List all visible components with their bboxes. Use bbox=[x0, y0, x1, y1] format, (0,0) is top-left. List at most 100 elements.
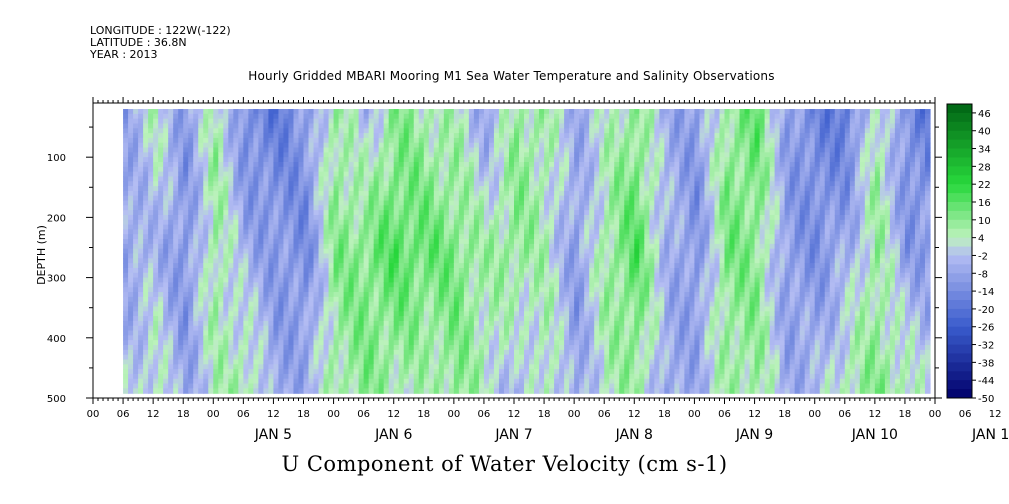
heatmap-cell bbox=[363, 316, 370, 322]
heatmap-cell bbox=[288, 340, 295, 346]
heatmap-cell bbox=[148, 258, 154, 264]
heatmap-cell bbox=[283, 239, 290, 245]
heatmap-cell bbox=[148, 118, 154, 125]
heatmap-cell bbox=[143, 345, 149, 351]
heatmap-cell bbox=[433, 137, 440, 144]
heatmap-cell bbox=[358, 287, 365, 293]
heatmap-cell bbox=[208, 253, 214, 259]
heatmap-cell bbox=[183, 258, 189, 264]
heatmap-cell bbox=[388, 378, 395, 385]
heatmap-cell bbox=[168, 325, 174, 332]
heatmap-cell bbox=[483, 214, 490, 221]
heatmap-cell bbox=[163, 359, 169, 365]
heatmap-cell bbox=[228, 364, 234, 370]
heatmap-cell bbox=[478, 243, 485, 250]
heatmap-cell bbox=[534, 243, 540, 250]
heatmap-cell bbox=[138, 258, 144, 264]
heatmap-cell bbox=[298, 195, 305, 202]
heatmap-cell bbox=[143, 109, 149, 115]
heatmap-cell bbox=[453, 316, 460, 322]
heatmap-cell bbox=[488, 282, 495, 288]
heatmap-cell bbox=[278, 128, 285, 134]
heatmap-cell bbox=[363, 171, 370, 178]
heatmap-cell bbox=[238, 210, 244, 216]
heatmap-cell bbox=[483, 349, 490, 356]
heatmap-cell bbox=[153, 190, 159, 197]
heatmap-cell bbox=[508, 364, 515, 370]
heatmap-cell bbox=[433, 162, 440, 168]
heatmap-cell bbox=[143, 258, 149, 264]
heatmap-cell bbox=[218, 272, 224, 279]
heatmap-cell bbox=[268, 152, 275, 158]
heatmap-cell bbox=[223, 181, 229, 187]
heatmap-cell bbox=[293, 176, 300, 182]
heatmap-cell bbox=[238, 364, 244, 370]
heatmap-cell bbox=[198, 292, 204, 298]
heatmap-cell bbox=[323, 292, 330, 298]
heatmap-cell bbox=[208, 369, 214, 375]
heatmap-cell bbox=[493, 378, 500, 385]
heatmap-cell bbox=[128, 359, 134, 365]
heatmap-cell bbox=[358, 340, 365, 346]
heatmap-cell bbox=[273, 195, 280, 202]
heatmap-cell bbox=[213, 301, 219, 308]
heatmap-cell bbox=[338, 214, 345, 221]
heatmap-cell bbox=[498, 373, 505, 380]
heatmap-cell bbox=[273, 388, 280, 394]
heatmap-cell bbox=[463, 388, 470, 394]
heatmap-cell bbox=[448, 330, 455, 336]
heatmap-cell bbox=[348, 118, 355, 125]
heatmap-cell bbox=[148, 320, 154, 327]
heatmap-cell bbox=[463, 330, 470, 336]
heatmap-cell bbox=[519, 373, 525, 380]
heatmap-cell bbox=[348, 166, 355, 173]
heatmap-cell bbox=[468, 258, 475, 264]
heatmap-cell bbox=[383, 345, 390, 351]
heatmap-cell bbox=[428, 345, 435, 351]
heatmap-cell bbox=[338, 128, 345, 134]
heatmap-cell bbox=[458, 263, 465, 269]
heatmap-cell bbox=[248, 364, 254, 370]
heatmap-cell bbox=[198, 364, 204, 370]
heatmap-cell bbox=[188, 133, 194, 139]
heatmap-cell bbox=[173, 354, 179, 361]
heatmap-cell bbox=[273, 214, 280, 221]
heatmap-cell bbox=[368, 109, 375, 115]
heatmap-cell bbox=[348, 272, 355, 279]
heatmap-cell bbox=[293, 248, 300, 255]
heatmap-cell bbox=[293, 234, 300, 240]
heatmap-cell bbox=[503, 320, 510, 327]
heatmap-cell bbox=[273, 137, 280, 144]
heatmap-cell bbox=[203, 113, 209, 120]
heatmap-cell bbox=[393, 152, 400, 158]
heatmap-cell bbox=[278, 162, 285, 168]
heatmap-cell bbox=[508, 272, 515, 279]
heatmap-cell bbox=[473, 239, 480, 245]
heatmap-cell bbox=[168, 118, 174, 125]
heatmap-cell bbox=[318, 166, 325, 173]
heatmap-cell bbox=[328, 277, 335, 284]
heatmap-cell bbox=[313, 287, 320, 293]
heatmap-cell bbox=[458, 181, 465, 187]
heatmap-cell bbox=[153, 287, 159, 293]
heatmap-cell bbox=[128, 282, 134, 288]
heatmap-cell bbox=[203, 369, 209, 375]
heatmap-cell bbox=[253, 277, 259, 284]
heatmap-cell bbox=[283, 166, 290, 173]
heatmap-cell bbox=[524, 195, 530, 202]
heatmap-cell bbox=[163, 239, 169, 245]
heatmap-cell bbox=[153, 123, 159, 129]
heatmap-cell bbox=[318, 147, 325, 153]
heatmap-cell bbox=[413, 190, 420, 197]
heatmap-cell bbox=[128, 200, 134, 206]
heatmap-cell bbox=[198, 210, 204, 216]
heatmap-cell bbox=[483, 330, 490, 336]
heatmap-cell bbox=[503, 359, 510, 365]
heatmap-cell bbox=[283, 263, 290, 269]
heatmap-cell bbox=[248, 171, 254, 178]
heatmap-cell bbox=[228, 109, 234, 115]
heatmap-cell bbox=[303, 137, 310, 144]
heatmap-cell bbox=[498, 282, 505, 288]
heatmap-cell bbox=[393, 383, 400, 389]
heatmap-cell bbox=[283, 354, 290, 361]
